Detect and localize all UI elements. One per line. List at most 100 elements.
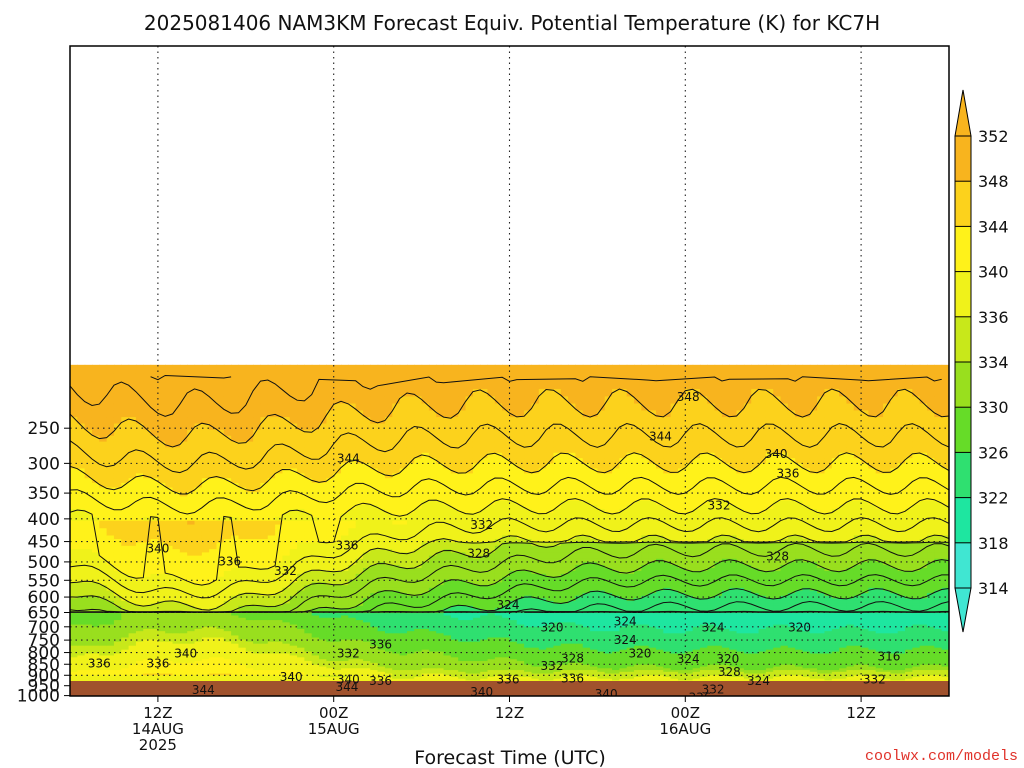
field-cell: [245, 605, 254, 609]
field-cell: [319, 587, 327, 592]
field-cell: [399, 417, 408, 425]
field-cell: [209, 590, 218, 594]
field-cell: [355, 653, 364, 657]
field-cell: [143, 624, 152, 628]
field-cell: [128, 641, 137, 645]
field-cell: [289, 520, 298, 526]
field-cell: [260, 626, 269, 630]
field-cell: [113, 524, 122, 529]
field-cell: [165, 661, 174, 664]
field-cell: [238, 670, 247, 673]
field-cell: [297, 441, 305, 448]
field-cell: [414, 582, 423, 586]
field-cell: [143, 664, 152, 668]
field-cell: [150, 441, 159, 448]
field-cell: [172, 512, 181, 518]
field-cell: [267, 678, 276, 681]
field-cell: [304, 528, 313, 533]
field-cell: [406, 647, 415, 651]
field-cell: [341, 558, 349, 563]
field-cell: [91, 664, 100, 668]
field-cell: [121, 668, 130, 671]
field-cell: [113, 496, 122, 502]
field-cell: [194, 435, 203, 443]
field-cell: [106, 410, 115, 418]
field-cell: [348, 666, 357, 669]
field-cell: [311, 664, 320, 668]
field-cell: [172, 564, 181, 569]
field-cell: [392, 567, 401, 572]
field-cell: [223, 463, 232, 470]
field-cell: [99, 641, 108, 645]
field-cell: [194, 573, 203, 578]
field-cell: [216, 573, 225, 578]
field-cell: [187, 573, 196, 578]
field-cell: [121, 657, 130, 660]
field-cell: [348, 579, 357, 583]
field-cell: [187, 388, 196, 397]
field-cell: [319, 608, 327, 612]
field-cell: [91, 668, 100, 671]
field-cell: [150, 573, 159, 578]
field-cell: [392, 608, 401, 612]
field-cell: [113, 587, 122, 592]
field-cell: [113, 512, 122, 518]
field-cell: [275, 600, 284, 604]
field-cell: [392, 605, 401, 609]
field-cell: [231, 508, 240, 514]
field-cell: [70, 504, 78, 510]
field-cell: [128, 622, 137, 626]
field-cell: [121, 698, 129, 700]
field-cell: [392, 603, 401, 607]
field-cell: [231, 633, 240, 637]
field-cell: [84, 600, 93, 604]
field-cell: [150, 491, 159, 497]
field-cell: [99, 388, 108, 397]
field-cell: [297, 463, 305, 470]
field-cell: [267, 637, 276, 641]
field-cell: [392, 647, 401, 651]
field-cell: [384, 552, 393, 557]
field-cell: [77, 573, 86, 578]
field-cell: [311, 661, 320, 664]
field-cell: [245, 655, 254, 658]
field-cell: [91, 647, 100, 651]
field-cell: [267, 447, 276, 454]
field-cell: [113, 561, 122, 566]
field-cell: [113, 628, 122, 632]
field-cell: [223, 487, 232, 493]
field-cell: [231, 570, 240, 575]
field-cell: [363, 645, 371, 649]
field-cell: [209, 473, 218, 479]
field-cell: [245, 423, 254, 431]
field-cell: [260, 555, 269, 560]
field-cell: [399, 593, 408, 597]
field-cell: [253, 647, 262, 651]
field-cell: [275, 458, 284, 464]
field-cell: [143, 666, 152, 669]
field-cell: [406, 463, 415, 470]
field-cell: [297, 478, 305, 484]
field-cell: [150, 579, 159, 583]
field-cell: [275, 585, 284, 589]
field-cell: [223, 473, 232, 479]
field-cell: [91, 508, 100, 514]
field-cell: [260, 661, 269, 664]
field-cell: [187, 671, 196, 675]
field-cell: [370, 628, 379, 632]
field-cell: [399, 429, 408, 437]
field-cell: [70, 545, 78, 550]
field-cell: [406, 520, 415, 526]
field-cell: [91, 670, 100, 673]
field-cell: [377, 496, 386, 502]
field-cell: [91, 600, 100, 604]
field-cell: [128, 570, 137, 575]
field-cell: [77, 603, 86, 607]
field-cell: [238, 463, 247, 470]
field-cell: [245, 585, 254, 589]
field-cell: [319, 478, 327, 484]
field-cell: [399, 549, 408, 554]
field-cell: [311, 558, 320, 563]
field-cell: [172, 468, 181, 474]
field-cell: [384, 417, 393, 425]
